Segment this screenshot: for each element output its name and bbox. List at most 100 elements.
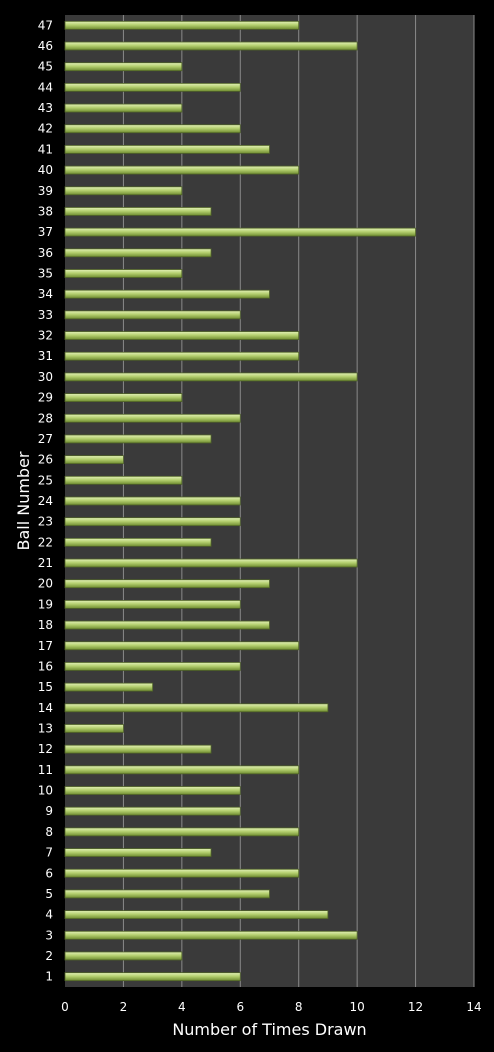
bar-ball-29	[64, 393, 183, 402]
bar-ball-12	[64, 744, 212, 754]
y-tick-label: 44	[38, 80, 53, 94]
y-tick-label: 38	[38, 204, 53, 218]
y-tick-label: 46	[38, 39, 53, 53]
bar-ball-19	[64, 600, 241, 609]
bar-ball-41	[64, 145, 270, 154]
bar-ball-28	[64, 413, 241, 423]
x-tick-labels: 0 2 4 6 8 10 12 14	[61, 1000, 481, 1014]
bar-ball-1	[64, 972, 241, 982]
bar-ball-40	[64, 165, 300, 175]
x-tick-label: 10	[350, 1000, 365, 1014]
y-tick-label: 10	[38, 784, 53, 798]
y-tick-label: 7	[45, 846, 53, 860]
bar-ball-47	[64, 20, 300, 30]
bar-ball-34	[64, 289, 270, 299]
y-tick-label: 9	[45, 804, 53, 818]
y-tick-label: 8	[45, 825, 53, 839]
y-tick-label: 34	[38, 287, 53, 301]
bar-ball-4	[64, 910, 329, 920]
bar-ball-9	[64, 806, 241, 816]
bar-ball-14	[64, 703, 329, 713]
bar-ball-13	[64, 724, 124, 733]
bar-ball-27	[64, 434, 212, 444]
bar-ball-42	[64, 124, 241, 134]
y-tick-label: 15	[38, 680, 53, 694]
y-tick-label: 33	[38, 308, 53, 322]
bar-ball-45	[64, 62, 183, 72]
y-tick-label: 23	[38, 515, 53, 529]
bar-ball-3	[64, 930, 358, 940]
y-tick-label: 14	[38, 701, 53, 715]
y-tick-label: 32	[38, 329, 53, 343]
x-axis-title: Number of Times Drawn	[172, 1020, 366, 1039]
bar-ball-20	[64, 579, 270, 589]
bar-ball-7	[64, 848, 212, 857]
bar-ball-44	[64, 82, 241, 92]
y-tick-label: 6	[45, 866, 53, 880]
y-tick-label: 19	[38, 597, 53, 611]
bar-ball-33	[64, 310, 241, 320]
y-tick-label: 21	[38, 556, 53, 570]
bar-ball-23	[64, 517, 241, 527]
y-tick-label: 22	[38, 535, 53, 549]
y-tick-label: 42	[38, 122, 53, 136]
y-tick-label: 41	[38, 142, 53, 156]
y-tick-label: 36	[38, 246, 53, 260]
x-tick-label: 12	[408, 1000, 423, 1014]
x-tick-label: 6	[236, 1000, 244, 1014]
y-tick-label: 3	[45, 928, 53, 942]
y-tick-label: 13	[38, 721, 53, 735]
y-tick-label: 40	[38, 163, 53, 177]
bar-ball-5	[64, 889, 270, 899]
y-tick-label: 26	[38, 453, 53, 467]
bar-ball-17	[64, 641, 300, 651]
y-tick-label: 12	[38, 742, 53, 756]
y-tick-label: 29	[38, 391, 53, 405]
bar-ball-46	[64, 41, 358, 51]
y-tick-label: 20	[38, 577, 53, 591]
bar-ball-15	[64, 682, 154, 692]
y-tick-label: 16	[38, 659, 53, 673]
y-tick-label: 2	[45, 949, 53, 963]
x-tick-label: 14	[466, 1000, 481, 1014]
y-tick-label: 45	[38, 60, 53, 74]
y-tick-label: 27	[38, 432, 53, 446]
bar-ball-6	[64, 868, 300, 878]
bar-ball-16	[64, 662, 241, 671]
x-tick-label: 0	[61, 1000, 69, 1014]
bar-ball-32	[64, 331, 300, 340]
y-tick-label: 28	[38, 411, 53, 425]
bar-ball-10	[64, 786, 241, 795]
y-tick-label: 30	[38, 370, 53, 384]
bar-ball-36	[64, 248, 212, 258]
x-tick-label: 8	[295, 1000, 303, 1014]
y-tick-label: 43	[38, 101, 53, 115]
bar-ball-8	[64, 827, 300, 837]
y-tick-label: 39	[38, 184, 53, 198]
y-tick-label: 24	[38, 494, 53, 508]
y-tick-label: 35	[38, 267, 53, 281]
y-tick-label: 47	[38, 18, 53, 32]
bar-ball-11	[64, 765, 300, 775]
bar-ball-24	[64, 496, 241, 506]
bar-ball-26	[64, 455, 124, 465]
x-tick-label: 4	[178, 1000, 186, 1014]
y-tick-label: 5	[45, 887, 53, 901]
y-axis-title: Ball Number	[14, 451, 33, 550]
y-tick-label: 37	[38, 225, 53, 239]
bar-ball-35	[64, 269, 183, 278]
bar-ball-21	[64, 558, 358, 568]
bar-ball-37	[64, 227, 416, 237]
bar-ball-39	[64, 186, 183, 196]
bar-ball-30	[64, 372, 358, 382]
x-tick-label: 2	[120, 1000, 128, 1014]
bar-ball-2	[64, 951, 183, 961]
y-tick-label: 31	[38, 349, 53, 363]
bar-ball-25	[64, 475, 183, 485]
bar-ball-22	[64, 537, 212, 547]
bar-ball-38	[64, 207, 212, 216]
bars	[64, 20, 416, 982]
y-tick-label: 25	[38, 473, 53, 487]
bar-ball-31	[64, 351, 300, 361]
